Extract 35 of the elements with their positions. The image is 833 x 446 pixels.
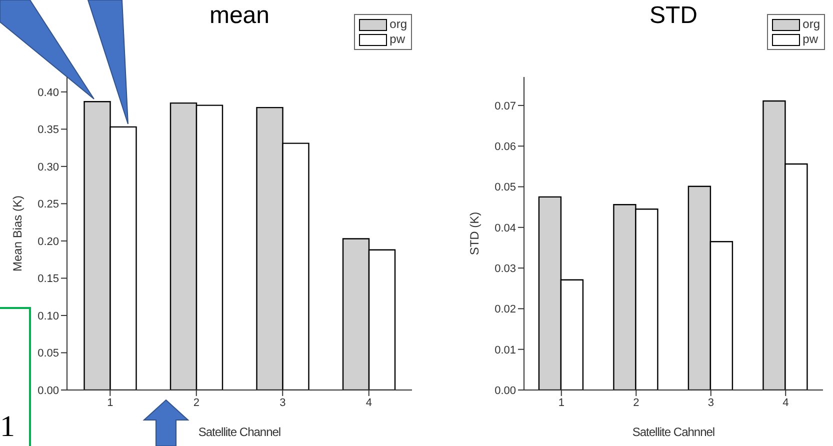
y-tick-label: 0.00: [494, 384, 516, 397]
y-tick-label: 0.40: [38, 86, 59, 99]
y-tick-label: 0.05: [38, 348, 59, 360]
x-tick-label: 4: [782, 396, 789, 409]
y-tick-label: 0.20: [38, 236, 59, 248]
x-tick-label: 1: [107, 396, 114, 409]
y-tick-label: 0.03: [494, 262, 516, 275]
x-axis-title: Satellite Cahnnel: [632, 425, 715, 439]
x-tick-label: 1: [558, 396, 564, 409]
y-tick-label: 0.30: [38, 161, 59, 174]
y-tick-label: 0.02: [494, 304, 516, 316]
x-tick-label: 2: [193, 396, 200, 409]
y-axis-title: Mean Bias (K): [10, 195, 24, 272]
y-tick-label: 0.05: [494, 182, 516, 194]
y-tick-label: 0.10: [38, 310, 59, 322]
y-tick-label: 0.15: [38, 273, 59, 286]
y-tick-label: 0.35: [38, 124, 59, 136]
x-tick-label: 3: [280, 396, 286, 409]
chart-title: mean: [209, 2, 270, 29]
x-tick-label: 2: [633, 396, 640, 409]
y-tick-label: 0.04: [494, 222, 516, 234]
x-tick-label: 4: [366, 396, 372, 409]
legend-label: pw: [390, 32, 405, 47]
y-tick-label: 0.25: [38, 198, 59, 211]
x-tick-label: 3: [708, 396, 714, 409]
legend-label: org: [802, 17, 820, 32]
y-tick-label: 0.00: [38, 384, 59, 397]
chart-title: STD: [650, 2, 698, 29]
y-tick-label: 0.01: [494, 344, 516, 356]
legend-label: pw: [802, 32, 818, 47]
legend-label: org: [390, 17, 407, 32]
y-tick-label: 0.06: [494, 141, 516, 154]
y-tick-label: 0.07: [494, 100, 516, 112]
y-axis-title: STD (K): [467, 212, 482, 256]
x-axis-title: Satellite Channel: [198, 425, 281, 439]
